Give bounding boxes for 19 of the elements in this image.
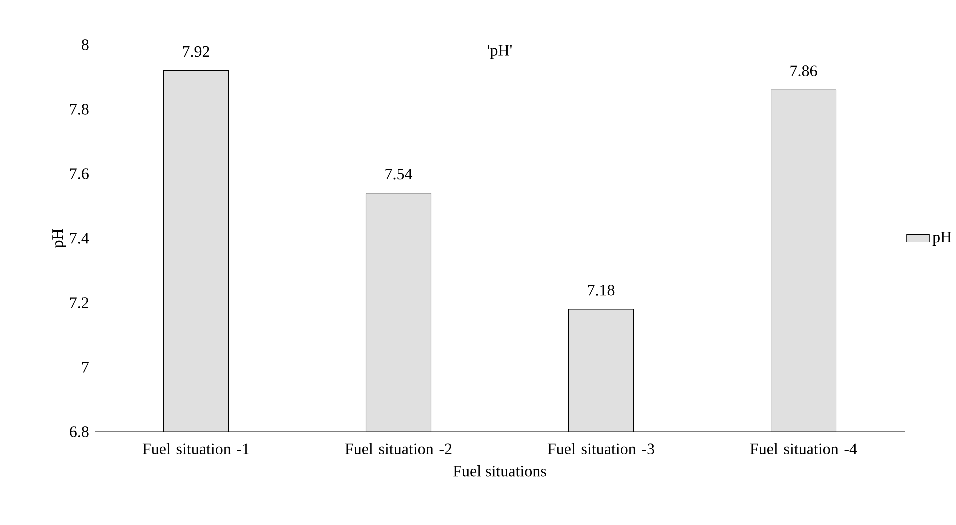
x-tick-label: Fuel situation -2: [345, 443, 452, 455]
y-tick-label: 7.4: [70, 233, 90, 244]
y-tick-label: 7.6: [70, 168, 89, 180]
y-tick-label: 8: [82, 40, 89, 50]
y-axis-title: pH: [52, 229, 66, 248]
data-label: 7.18: [588, 284, 615, 296]
x-tick-label: Fuel situation -3: [548, 443, 654, 455]
data-label: 7.86: [790, 66, 818, 77]
x-tick-label: Fuel situation -4: [750, 443, 858, 455]
data-label: 7.54: [386, 168, 413, 180]
y-tick-label: 7.2: [70, 298, 89, 308]
x-axis-title: Fuel situations: [454, 465, 546, 477]
y-tick-label: 6.8: [70, 426, 89, 438]
data-label: 7.92: [183, 46, 210, 58]
legend-label: pH: [932, 232, 952, 246]
y-tick-label: 7: [82, 362, 89, 373]
y-tick-label: 7.8: [70, 104, 89, 115]
chart-title: 'pH': [488, 45, 512, 60]
x-tick-label: Fuel situation -1: [142, 443, 250, 455]
